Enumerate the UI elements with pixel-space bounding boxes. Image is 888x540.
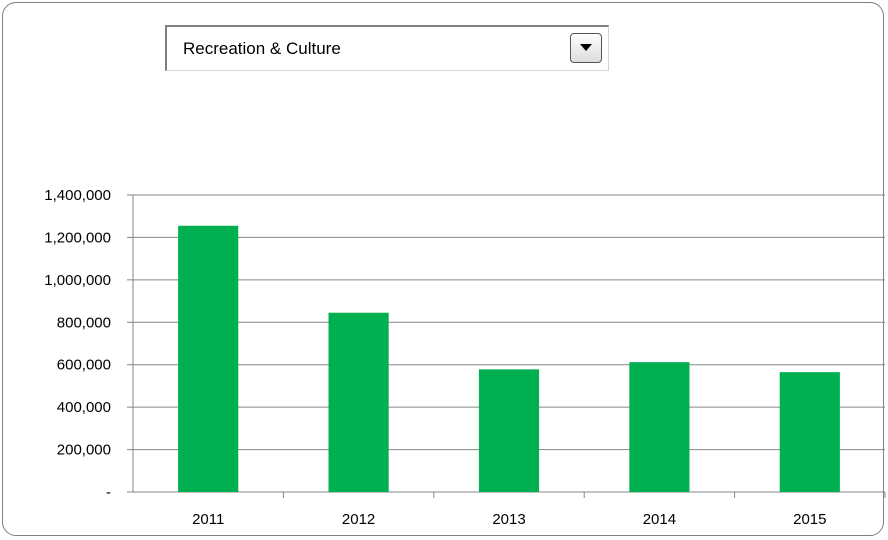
y-tick-label: 800,000 [57, 314, 111, 331]
x-tick-label: 2015 [793, 511, 826, 528]
y-tick-label: 200,000 [57, 442, 111, 459]
y-tick-label: - [106, 484, 111, 501]
x-tick-label: 2012 [342, 511, 375, 528]
chevron-down-icon [580, 44, 592, 51]
y-tick-label: 1,000,000 [44, 272, 111, 289]
dropdown-toggle-button[interactable] [570, 33, 602, 63]
y-tick-label: 1,400,000 [44, 187, 111, 204]
x-tick-label: 2013 [492, 511, 525, 528]
bar-2013 [478, 369, 540, 492]
dropdown-selected-value: Recreation & Culture [183, 39, 341, 58]
bar-2014 [629, 362, 690, 492]
bar-2011 [178, 225, 239, 492]
x-tick-label: 2011 [192, 511, 224, 528]
bar-2012 [328, 312, 389, 492]
category-dropdown[interactable]: Recreation & Culture [165, 25, 609, 71]
y-tick-label: 1,200,000 [44, 229, 111, 246]
bar-2015 [779, 372, 840, 492]
y-tick-label: 600,000 [57, 357, 111, 374]
x-tick-label: 2014 [643, 511, 676, 528]
y-tick-label: 400,000 [57, 399, 111, 416]
